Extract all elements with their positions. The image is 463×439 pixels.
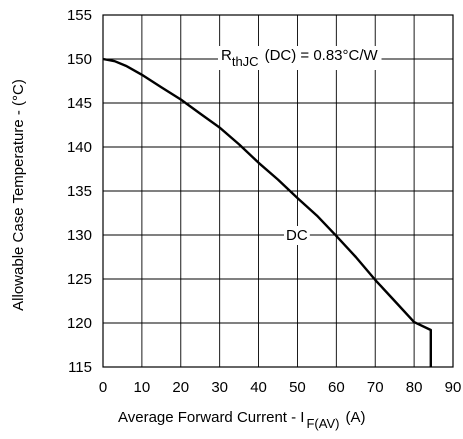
y-tick-label: 130 xyxy=(67,227,92,244)
y-tick-label: 145 xyxy=(67,95,92,112)
rthjc-annotation: RthJC (DC) = 0.83°C/W xyxy=(221,47,379,69)
y-tick-label: 135 xyxy=(67,183,92,200)
grid-lines xyxy=(103,15,453,367)
y-tick-label: 115 xyxy=(68,359,92,376)
x-tick-label: 10 xyxy=(134,379,151,396)
x-axis-label-main: Average Forward Current - I xyxy=(118,409,304,426)
x-axis-label: Average Forward Current - I F(AV) (A) xyxy=(118,409,365,431)
x-tick-label: 20 xyxy=(172,379,189,396)
plot-frame xyxy=(102,14,454,368)
x-tick-label: 60 xyxy=(328,379,345,396)
x-axis-ticks: 0 10 20 30 40 50 60 70 80 90 xyxy=(99,379,462,396)
x-tick-label: 80 xyxy=(406,379,423,396)
y-tick-label: 120 xyxy=(67,315,92,332)
dc-label-background xyxy=(284,226,310,245)
x-tick-label: 90 xyxy=(445,379,462,396)
x-tick-label: 70 xyxy=(367,379,384,396)
y-axis-ticks: 115 120 125 130 135 140 145 150 155 xyxy=(67,7,92,376)
x-tick-label: 50 xyxy=(289,379,306,396)
rthjc-annotation-background xyxy=(218,46,382,70)
x-tick-label: 40 xyxy=(250,379,267,396)
rthjc-value: (DC) = 0.83°C/W xyxy=(265,47,379,64)
y-tick-label: 140 xyxy=(67,139,92,156)
rthjc-subscript: thJC xyxy=(232,54,259,69)
y-tick-label: 150 xyxy=(67,51,92,68)
x-tick-label: 0 xyxy=(99,379,107,396)
series-line-dc xyxy=(102,57,432,367)
x-axis-label-subscript: F(AV) xyxy=(306,416,339,431)
curve-label-dc: DC xyxy=(286,227,308,244)
rthjc-symbol: R xyxy=(221,47,232,64)
x-tick-label: 30 xyxy=(211,379,228,396)
x-axis-label-unit: (A) xyxy=(345,409,365,426)
y-axis-label: Allowable Case Temperature - (°C) xyxy=(10,79,27,311)
y-tick-label: 125 xyxy=(67,271,92,288)
y-tick-label: 155 xyxy=(67,7,92,24)
